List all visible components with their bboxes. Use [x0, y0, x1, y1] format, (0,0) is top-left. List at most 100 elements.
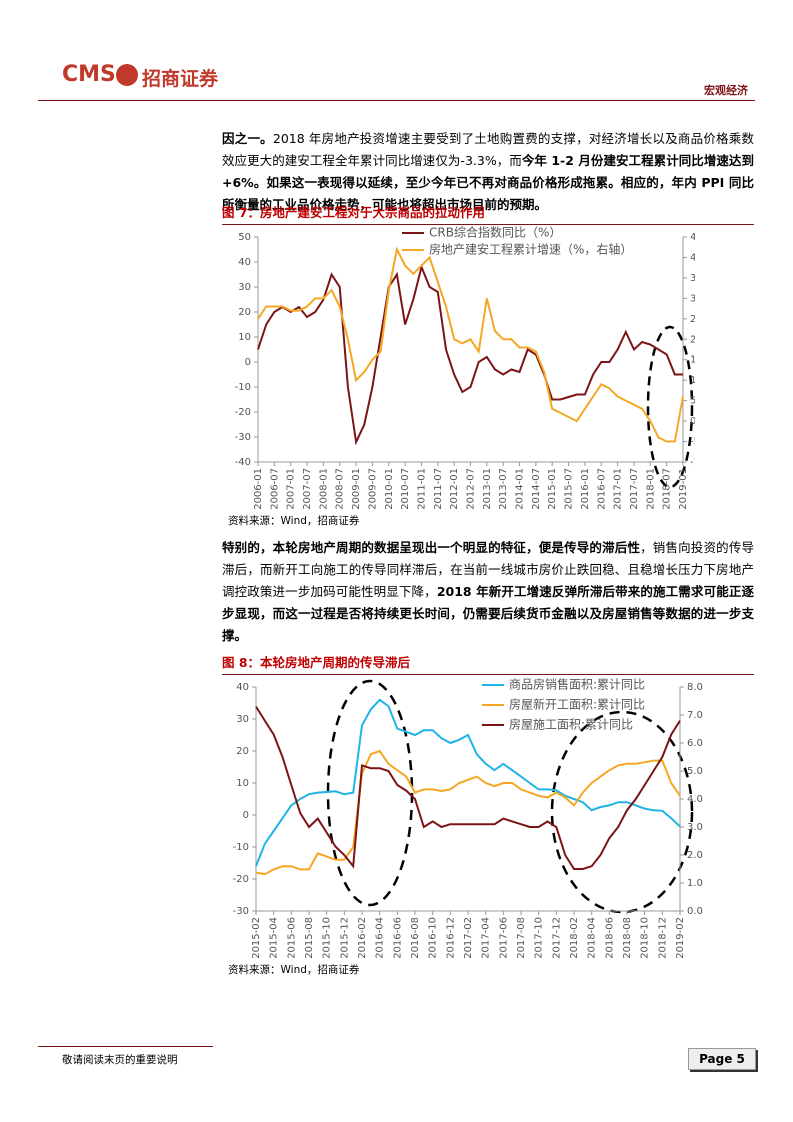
chart: -40 -30 -20 -10 0 10 20 30 40 50 -10 -5 0 5 10 15 20 25 30… — [235, 225, 695, 510]
y2-tick-label: 5 — [690, 396, 695, 407]
logo-icon — [116, 64, 138, 86]
x-tick-label: 2017-02 — [463, 917, 474, 959]
y2-tick-label: 45 — [690, 232, 695, 243]
page-number: Page 5 — [688, 1048, 756, 1070]
y2-tick-label: 35 — [690, 273, 695, 284]
x-tick-label: 2016-08 — [410, 917, 421, 959]
x-tick-label: 2016-02 — [357, 917, 368, 959]
x-tick-label: 2011-07 — [433, 468, 444, 510]
text-run: 2018 年新开工增速反弹所滞后带来的施工需求可能正逐步显现，而这一过程是否将持… — [222, 584, 754, 643]
x-tick-label: 2010-01 — [384, 468, 395, 510]
data-line — [255, 706, 681, 870]
text-run: ，销售向投资的传导滞后，而新开工向施工的传导同样滞后，在当前一线城市房价止跌回稳… — [222, 540, 754, 599]
x-tick-label: 2012-01 — [449, 468, 460, 510]
y2-tick-label: 25 — [690, 314, 695, 325]
figure-caption: 图 7：房地产建安工程对于大宗商品的拉动作用 — [222, 202, 754, 225]
section: 宏观经济 — [704, 84, 748, 97]
y-tick-label: -40 — [235, 457, 251, 468]
y-tick-label: 40 — [236, 682, 249, 693]
y-tick-label: -10 — [235, 382, 251, 393]
x-tick-label: 2015-07 — [564, 468, 575, 510]
x-tick-label: 2017-10 — [534, 917, 545, 959]
x-tick-label: 2015-04 — [269, 917, 280, 959]
x-tick-label: 2017-08 — [516, 917, 527, 959]
source: 资料来源：Wind，招商证券 — [228, 515, 360, 527]
text-run: 因之一。 — [222, 131, 273, 146]
legend-label: 商品房销售面积:累计同比 — [509, 677, 645, 692]
y2-tick-label: 3.0 — [687, 822, 703, 833]
x-tick-label: 2017-12 — [551, 917, 562, 959]
y-tick-label: 10 — [238, 332, 251, 343]
logo: CMS — [62, 62, 116, 87]
x-tick-label: 2015-12 — [339, 917, 350, 959]
x-tick-label: 2018-04 — [587, 917, 598, 959]
x-tick-label: 2016-10 — [428, 917, 439, 959]
y2-tick-label: 0.0 — [687, 906, 703, 917]
company: 招商证券 — [142, 68, 219, 90]
legend-label: 房屋施工面积:累计同比 — [509, 717, 633, 732]
x-tick-label: 2007-07 — [302, 468, 313, 510]
data-line — [257, 263, 683, 446]
x-tick-label: 2010-07 — [400, 468, 411, 510]
x-tick-label: 2013-07 — [498, 468, 509, 510]
x-tick-label: 2017-06 — [498, 917, 509, 959]
x-tick-label: 2014-07 — [531, 468, 542, 510]
legend-label: CRB综合指数同比（%） — [429, 225, 561, 240]
x-tick-label: 2018-02 — [569, 917, 580, 959]
x-tick-label: 2015-06 — [286, 917, 297, 959]
y2-tick-label: 20 — [690, 334, 695, 345]
y2-tick-label: 30 — [690, 293, 695, 304]
x-tick-label: 2009-01 — [351, 468, 362, 510]
x-tick-label: 2008-01 — [318, 468, 329, 510]
y2-tick-label: 1.0 — [687, 878, 703, 889]
x-tick-label: 2013-01 — [482, 468, 493, 510]
x-tick-label: 2018-06 — [604, 917, 615, 959]
y-tick-label: -20 — [233, 874, 249, 885]
y2-tick-label: 6.0 — [687, 738, 703, 749]
data-line — [255, 698, 681, 867]
legend-label: 房屋新开工面积:累计同比 — [509, 697, 645, 712]
y2-tick-label: 2.0 — [687, 850, 703, 861]
y2-tick-label: 15 — [690, 355, 695, 366]
text-run: 2018 年房地产投资增速主要受到了土地购置费的支撑，对经济增长以及商品价格乘数… — [222, 131, 754, 168]
y2-tick-label: 5.0 — [687, 766, 703, 777]
y2-tick-label: 4.0 — [687, 794, 703, 805]
x-tick-label: 2019-02 — [675, 917, 686, 959]
footer-rule — [38, 1046, 213, 1047]
y-tick-label: 0 — [243, 810, 249, 821]
y-tick-label: 10 — [236, 778, 249, 789]
y2-tick-label: -5 — [690, 437, 695, 448]
x-tick-label: 2012-07 — [466, 468, 477, 510]
highlight-oval — [550, 710, 694, 914]
y-tick-label: -10 — [233, 842, 249, 853]
x-tick-label: 2018-08 — [622, 917, 633, 959]
x-tick-label: 2015-02 — [251, 917, 262, 959]
footer-note: 敬请阅读末页的重要说明 — [62, 1054, 178, 1066]
x-tick-label: 2018-01 — [645, 468, 656, 510]
text-run: 特别的，本轮房地产周期的数据呈现出一个明显的特征，便是传导的滞后性 — [222, 540, 641, 555]
y2-tick-label: 40 — [690, 252, 695, 263]
y-tick-label: 50 — [238, 232, 251, 243]
x-tick-label: 2015-08 — [304, 917, 315, 959]
x-tick-label: 2018-12 — [657, 917, 668, 959]
header-rule — [38, 100, 755, 101]
x-tick-label: 2017-01 — [613, 468, 624, 510]
x-tick-label: 2014-01 — [515, 468, 526, 510]
y-tick-label: 20 — [238, 307, 251, 318]
y-tick-label: 30 — [236, 714, 249, 725]
y2-tick-label: 8.0 — [687, 682, 703, 693]
y-tick-label: 30 — [238, 282, 251, 293]
highlight-oval — [646, 325, 694, 489]
y-tick-label: -20 — [235, 407, 251, 418]
source: 资料来源：Wind，招商证券 — [228, 964, 360, 976]
x-tick-label: 2018-07 — [662, 468, 673, 510]
highlight-oval — [326, 679, 414, 907]
paragraph: 因之一。2018 年房地产投资增速主要受到了土地购置费的支撑，对经济增长以及商品… — [222, 128, 754, 216]
x-tick-label: 2015-10 — [322, 917, 333, 959]
x-tick-label: 2017-07 — [629, 468, 640, 510]
x-tick-label: 2016-01 — [580, 468, 591, 510]
legend-label: 房地产建安工程累计增速（%，右轴） — [429, 242, 632, 257]
x-tick-label: 2016-12 — [445, 917, 456, 959]
x-tick-label: 2008-07 — [335, 468, 346, 510]
